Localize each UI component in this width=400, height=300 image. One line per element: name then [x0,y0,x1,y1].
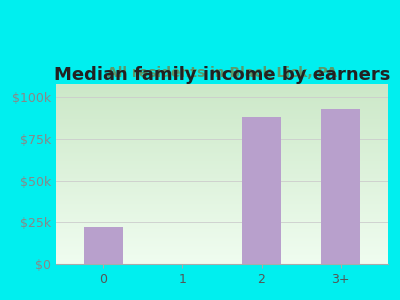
Title: Median family income by earners: Median family income by earners [54,66,390,84]
Bar [321,109,360,264]
Text: All residents in Black Lick, PA: All residents in Black Lick, PA [107,66,337,80]
Bar [242,117,281,264]
Bar [84,227,123,264]
